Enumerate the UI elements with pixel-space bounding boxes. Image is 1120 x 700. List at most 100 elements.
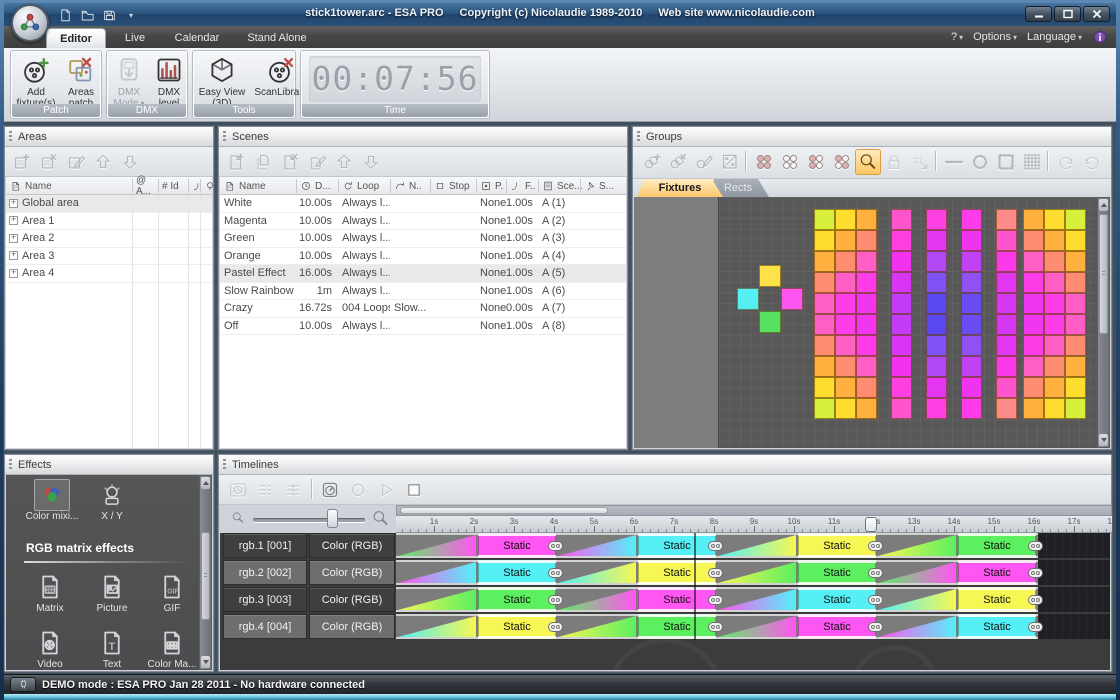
fixture-cell[interactable] [926, 398, 947, 419]
fixture-cell[interactable] [814, 251, 835, 272]
scene-edit-icon[interactable] [304, 149, 330, 175]
zoom-out-icon[interactable] [231, 511, 245, 525]
area-row[interactable]: Area 2 [6, 230, 212, 248]
expand-icon[interactable] [9, 249, 18, 261]
areas-patch-button[interactable]: Areas patch [60, 54, 102, 109]
add-fixtures-button[interactable]: Add fixture(s) [14, 54, 58, 109]
static-block[interactable]: Static [638, 533, 716, 558]
areas-col-address[interactable]: @ A... [136, 175, 152, 197]
static-block[interactable]: Static [638, 587, 716, 612]
fixture-cell[interactable] [814, 377, 835, 398]
fixture-cell[interactable] [891, 377, 912, 398]
dmx-mode-button[interactable]: DMX Mode▾ [109, 54, 149, 109]
playhead-line[interactable] [694, 533, 696, 640]
help-menu[interactable]: ? ▾ [950, 31, 964, 43]
track-name[interactable]: rgb.3 [003] [223, 587, 307, 612]
scene-row[interactable]: Off 10.00s Always l... None 1.00s A (8) [220, 318, 626, 335]
fixture-cell[interactable] [1044, 356, 1065, 377]
fixture-cell[interactable] [891, 230, 912, 251]
fixture-cell[interactable] [856, 230, 877, 251]
fixture-cell[interactable] [961, 230, 982, 251]
static-block[interactable]: Static [478, 587, 556, 612]
zoom-magnifier-icon[interactable] [855, 149, 881, 175]
info-icon[interactable] [1092, 29, 1108, 45]
fixture-cell[interactable] [856, 377, 877, 398]
fixture-cell[interactable] [835, 230, 856, 251]
area-row[interactable]: Global area [6, 195, 212, 213]
group-add-icon[interactable] [639, 149, 665, 175]
zoom-slider-thumb[interactable] [327, 509, 338, 528]
scenes-col-2[interactable]: Loop [338, 177, 390, 195]
fixture-cell[interactable] [814, 209, 835, 230]
scene-row[interactable]: Orange 10.00s Always l... None 1.00s A (4) [220, 248, 626, 265]
tab-live[interactable]: Live [124, 32, 146, 44]
fade-ramp[interactable] [558, 616, 636, 637]
undo-icon[interactable] [1053, 149, 1079, 175]
track-type[interactable]: Color (RGB) [309, 560, 395, 585]
link-icon[interactable] [708, 568, 723, 578]
language-menu[interactable]: Language ▾ [1027, 31, 1082, 43]
fixture-cell[interactable] [996, 230, 1017, 251]
fixture-cell[interactable] [961, 251, 982, 272]
fixture-cell[interactable] [835, 356, 856, 377]
panel-grip-icon[interactable] [9, 130, 12, 143]
fade-ramp[interactable] [718, 589, 796, 610]
fixture-cell[interactable] [891, 335, 912, 356]
scanlibrary-button[interactable]: ScanLibrary [249, 54, 313, 98]
static-block[interactable]: Static [958, 587, 1036, 612]
fixture-cell[interactable] [1023, 230, 1044, 251]
panel-grip-icon[interactable] [637, 130, 640, 143]
save-icon[interactable] [100, 7, 118, 23]
fixture-cell[interactable] [759, 265, 781, 287]
fixture-cell[interactable] [926, 356, 947, 377]
track-name[interactable]: rgb.1 [001] [223, 533, 307, 558]
area-row[interactable]: Area 3 [6, 248, 212, 265]
fixture-cell[interactable] [1023, 314, 1044, 335]
scenes-col-7[interactable]: Sce... [538, 177, 583, 195]
scene-row[interactable]: Crazy 16.72s 004 Loops Slow... None 0.00s A (7… [220, 300, 626, 318]
scene-row[interactable]: Slow Rainbow 1m Always l... None 1.00s A (6) [220, 283, 626, 300]
static-block[interactable]: Static [638, 614, 716, 639]
tab-rects[interactable]: Rects [707, 179, 769, 197]
static-block[interactable]: Static [958, 533, 1036, 558]
track-lane[interactable]: Static Static Static Static [396, 587, 1110, 612]
link-icon[interactable] [708, 622, 723, 632]
static-block[interactable]: Static [798, 560, 876, 585]
fixture-cell[interactable] [1044, 377, 1065, 398]
fade-ramp[interactable] [398, 562, 476, 583]
timeline-ruler[interactable]: 1s2s3s4s5s6s7s8s9s10s11s12s13s14s15s16s1… [396, 516, 1112, 533]
zoom-slider-track[interactable] [253, 518, 365, 522]
easy-view-button[interactable]: Easy View (3D) [195, 54, 249, 109]
track-type[interactable]: Color (RGB) [309, 533, 395, 558]
fixture-cell[interactable] [1023, 377, 1044, 398]
app-logo-icon[interactable] [11, 4, 49, 42]
play-icon[interactable] [373, 477, 399, 503]
fixture-cell[interactable] [856, 272, 877, 293]
fixture-cell[interactable] [759, 311, 781, 333]
area-row[interactable]: Area 4 [6, 265, 212, 283]
link-icon[interactable] [868, 541, 883, 551]
fade-ramp[interactable] [718, 616, 796, 637]
arrange-square-icon[interactable] [993, 149, 1019, 175]
scenes-col-1[interactable]: D... [296, 177, 338, 195]
fixture-cell[interactable] [926, 251, 947, 272]
fixture-cell[interactable] [1044, 272, 1065, 293]
fixture-cell[interactable] [856, 356, 877, 377]
scene-row[interactable]: White 10.00s Always l... None 1.00s A (1) [220, 195, 626, 213]
static-block[interactable]: Static [798, 533, 876, 558]
link-icon[interactable] [1028, 541, 1043, 551]
fixture-cell[interactable] [926, 293, 947, 314]
fixture-cell[interactable] [961, 377, 982, 398]
fixture-cell[interactable] [891, 398, 912, 419]
fixture-cell[interactable] [1065, 293, 1086, 314]
track-type[interactable]: Color (RGB) [309, 587, 395, 612]
scenes-col-6[interactable]: F.. [506, 177, 538, 195]
fixture-cell[interactable] [1065, 398, 1086, 419]
new-document-icon[interactable] [56, 7, 74, 23]
effect-video[interactable]: Video [22, 627, 78, 670]
lock-xy-icon[interactable]: xy [881, 149, 907, 175]
fixture-cell[interactable] [856, 335, 877, 356]
scene-add-icon[interactable] [223, 149, 249, 175]
fixture-cell[interactable] [1065, 335, 1086, 356]
scene-delete-icon[interactable] [277, 149, 303, 175]
